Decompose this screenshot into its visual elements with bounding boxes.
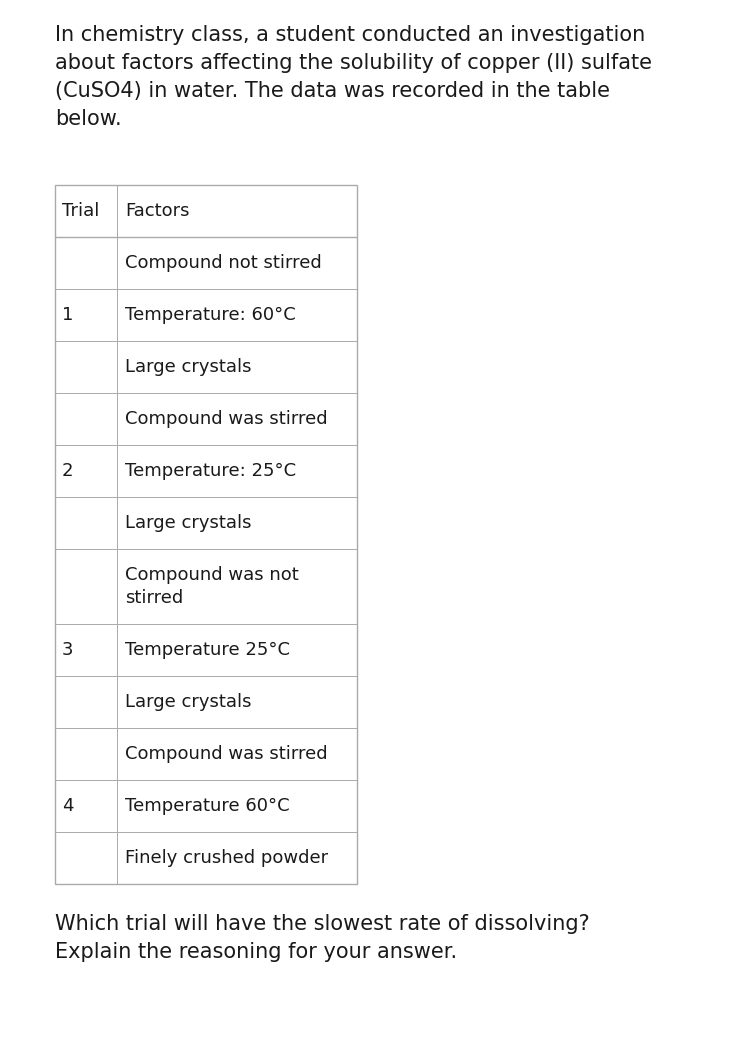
- Text: Factors: Factors: [125, 202, 190, 220]
- Text: Compound was stirred: Compound was stirred: [125, 745, 328, 763]
- Text: In chemistry class, a student conducted an investigation
about factors affecting: In chemistry class, a student conducted …: [55, 25, 652, 129]
- Text: Temperature: 25°C: Temperature: 25°C: [125, 462, 296, 480]
- Text: Compound not stirred: Compound not stirred: [125, 254, 322, 272]
- Bar: [55, 185, 357, 884]
- Text: Temperature 60°C: Temperature 60°C: [125, 797, 290, 815]
- Text: Which trial will have the slowest rate of dissolving?
Explain the reasoning for : Which trial will have the slowest rate o…: [55, 914, 590, 962]
- Text: Large crystals: Large crystals: [125, 693, 251, 711]
- Text: Large crystals: Large crystals: [125, 514, 251, 532]
- Text: 3: 3: [62, 641, 74, 659]
- Text: 1: 1: [62, 306, 74, 324]
- Text: Finely crushed powder: Finely crushed powder: [125, 849, 328, 867]
- Text: Temperature 25°C: Temperature 25°C: [125, 641, 290, 659]
- Text: Compound was not
stirred: Compound was not stirred: [125, 566, 298, 607]
- Text: Large crystals: Large crystals: [125, 358, 251, 376]
- Text: Temperature: 60°C: Temperature: 60°C: [125, 306, 296, 324]
- Text: Compound was stirred: Compound was stirred: [125, 410, 328, 428]
- Text: Trial: Trial: [62, 202, 99, 220]
- Text: 4: 4: [62, 797, 74, 815]
- Text: 2: 2: [62, 462, 74, 480]
